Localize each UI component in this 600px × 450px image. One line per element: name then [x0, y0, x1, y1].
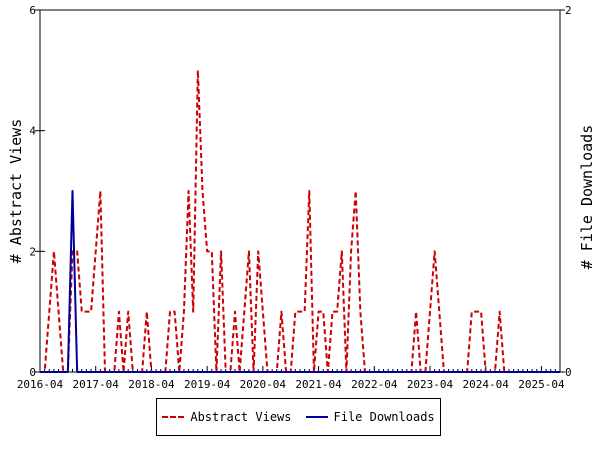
legend-label-file-downloads: File Downloads	[333, 410, 435, 424]
legend-item-abstract-views: Abstract Views	[162, 410, 292, 424]
y-right-tick-label: 0	[565, 366, 572, 379]
y-axis-left-title: # Abstract Views	[7, 119, 25, 264]
x-tick-label: 2022-04	[351, 378, 398, 391]
y-left-tick-label: 2	[29, 245, 36, 258]
y-right-tick-label: 2	[565, 4, 572, 17]
x-tick-label: 2025-04	[518, 378, 565, 391]
legend-swatch-file-downloads	[305, 416, 328, 418]
legend-item-file-downloads: File Downloads	[305, 410, 435, 424]
x-tick-label: 2016-04	[17, 378, 64, 391]
y-left-tick-label: 0	[29, 366, 36, 379]
x-tick-label: 2019-04	[184, 378, 231, 391]
x-tick-label: 2017-04	[73, 378, 120, 391]
y-left-tick-label: 4	[29, 125, 36, 138]
series-line-abstract-views	[40, 69, 560, 373]
y-left-tick-label: 6	[29, 4, 36, 17]
legend-swatch-abstract-views	[162, 416, 185, 418]
series-layer	[40, 69, 560, 373]
x-axis: 2016-04 2017-04 2018-04 2019-04 2020-04 2021-…	[17, 366, 565, 391]
legend-label-abstract-views: Abstract Views	[190, 410, 292, 424]
x-tick-label: 2021-04	[295, 378, 342, 391]
x-tick-label: 2023-04	[407, 378, 454, 391]
x-tick-label: 2024-04	[463, 378, 510, 391]
x-tick-label: 2020-04	[240, 378, 287, 391]
x-tick-label: 2018-04	[128, 378, 175, 391]
y-axis-right-title: # File Downloads	[578, 125, 596, 270]
series-line-file-downloads	[40, 190, 560, 373]
legend: Abstract Views File Downloads	[156, 398, 441, 436]
